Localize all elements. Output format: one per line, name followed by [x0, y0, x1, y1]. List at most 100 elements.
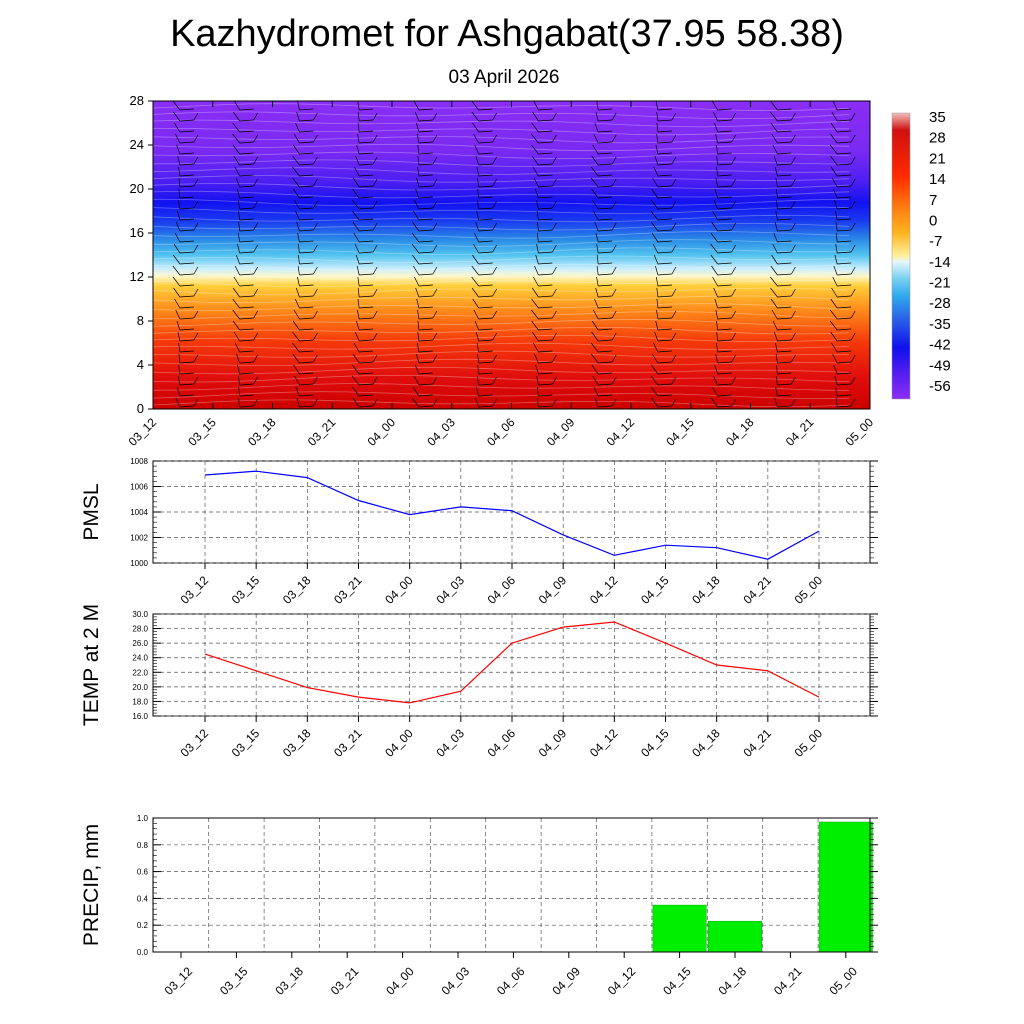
colorbar-label: 7: [929, 192, 937, 209]
profile-xtick-label: 04_06: [484, 415, 518, 449]
temp-xtick-label: 04_00: [382, 726, 416, 760]
colorbar-label: -35: [929, 316, 951, 333]
temperature-profile-panel: 0 4 8 12 16 20 24 28 03_12 03_15 03_18 03_21 04_00 0…: [126, 93, 877, 449]
colorbar-label: 35: [929, 109, 946, 126]
profile-xtick-label: 03_21: [305, 415, 339, 449]
profile-ytick-label: 24: [130, 137, 144, 152]
temp-xtick-label: 03_21: [331, 726, 365, 760]
colorbar-label: -14: [929, 254, 951, 271]
pmsl-xtick-label: 03_15: [229, 573, 263, 607]
precip-ytick-label: 0.6: [137, 868, 149, 877]
pmsl-xtick-label: 04_06: [485, 573, 519, 607]
profile-ytick-label: 12: [130, 269, 144, 284]
profile-xtick-label: 04_03: [424, 415, 458, 449]
temp-ytick-label: 24.0: [132, 654, 148, 663]
precip-bar: [818, 821, 873, 953]
temp-ytick-label: 28.0: [132, 625, 148, 634]
colorbar-label: 14: [929, 171, 946, 188]
temp-xtick-label: 04_09: [536, 726, 570, 760]
profile-contour-lines: [153, 103, 850, 408]
temp-xtick-label: 05_00: [792, 726, 826, 760]
pmsl-xtick-label: 03_18: [280, 573, 314, 607]
colorbar-label: 28: [929, 130, 946, 147]
precip-bar: [708, 920, 762, 953]
colorbar-scale: [891, 112, 911, 400]
precip-ytick-label: 1.0: [137, 814, 149, 823]
profile-xtick-label: 03_15: [185, 415, 219, 449]
precip-panel: 0.0 0.2 0.4 0.6 0.8 1.0 03_12 03_15 03_18 03_21 04…: [80, 814, 878, 998]
pmsl-series-line: [204, 470, 820, 560]
profile-xtick-label: 04_12: [604, 415, 638, 449]
precip-xtick-label: 03_21: [328, 964, 362, 998]
colorbar-label: 21: [929, 150, 946, 167]
profile-ytick-label: 28: [130, 93, 144, 108]
temp-xtick-label: 04_03: [433, 726, 467, 760]
temp-xtick-label: 04_12: [587, 726, 621, 760]
colorbar-label: 0: [929, 212, 937, 229]
temp-xtick-label: 03_12: [178, 726, 212, 760]
temp-xtick-label: 04_15: [638, 726, 672, 760]
colorbar-label: -28: [929, 295, 951, 312]
colorbar-label: -49: [929, 357, 951, 374]
profile-xtick-label: 04_00: [365, 415, 399, 449]
temp-xtick-label: 03_15: [229, 726, 263, 760]
pmsl-xtick-label: 03_21: [331, 573, 365, 607]
temp-ytick-label: 26.0: [132, 639, 148, 648]
temp-ylabel: TEMP at 2 M: [80, 604, 103, 726]
profile-xtick-label: 05_00: [843, 415, 877, 449]
colorbar-label: -56: [929, 378, 951, 395]
pmsl-xtick-label: 04_09: [536, 573, 570, 607]
profile-xtick-label: 03_12: [126, 415, 160, 449]
pmsl-xtick-label: 04_18: [689, 573, 723, 607]
precip-ytick-label: 0.2: [137, 921, 149, 930]
precip-xtick-label: 04_06: [494, 964, 528, 998]
pmsl-xtick-label: 03_12: [178, 573, 212, 607]
precip-bar: [652, 904, 707, 953]
precip-ytick-label: 0.4: [137, 894, 149, 903]
temp-ytick-label: 22.0: [132, 668, 148, 677]
pmsl-xtick-label: 04_03: [433, 573, 467, 607]
colorbar-label: -7: [929, 233, 942, 250]
temp-xtick-label: 04_21: [740, 726, 774, 760]
profile-ytick-label: 20: [130, 181, 144, 196]
wind-barbs: [172, 101, 856, 408]
precip-xtick-label: 03_18: [272, 964, 306, 998]
temp-ytick-label: 20.0: [132, 683, 148, 692]
pmsl-ytick-label: 1002: [130, 534, 148, 543]
pmsl-ytick-label: 1006: [130, 483, 148, 492]
pmsl-xtick-label: 04_15: [638, 573, 672, 607]
precip-frame: [152, 817, 871, 953]
temp-ytick-label: 18.0: [132, 697, 148, 706]
precip-xtick-label: 04_00: [383, 964, 417, 998]
profile-xtick-label: 04_18: [723, 415, 757, 449]
precip-xtick-label: 04_15: [660, 964, 694, 998]
pmsl-xtick-label: 05_00: [792, 573, 826, 607]
temp-xtick-label: 04_18: [689, 726, 723, 760]
profile-ytick-label: 4: [137, 357, 144, 372]
temp-ytick-label: 30.0: [132, 610, 148, 619]
temp-xtick-label: 04_06: [485, 726, 519, 760]
precip-xtick-label: 03_15: [217, 964, 251, 998]
profile-ytick-label: 8: [137, 313, 144, 328]
colorbar: 35 28 21 14 7 0 -7 -14 -21 -28 -35 -42 -49 -56: [891, 109, 951, 400]
precip-xtick-label: 05_00: [826, 964, 860, 998]
temp-ytick-label: 16.0: [132, 712, 148, 721]
temp-frame: [152, 613, 871, 717]
profile-xtick-label: 04_15: [663, 415, 697, 449]
precip-xtick-label: 04_21: [771, 964, 805, 998]
precip-ylabel: PRECIP, mm: [80, 824, 103, 946]
pmsl-xtick-label: 04_00: [382, 573, 416, 607]
profile-xtick-label: 04_21: [783, 415, 817, 449]
pmsl-panel: 03_12 03_15 03_18 03_21 04_00 04_03 04_06 04_09…: [80, 457, 878, 607]
figure-title: Kazhydromet for Ashgabat(37.95 58.38): [170, 13, 844, 55]
pmsl-ytick-label: 1000: [130, 559, 148, 568]
profile-ytick-label: 0: [137, 401, 144, 416]
pmsl-xtick-label: 04_21: [740, 573, 774, 607]
precip-ytick-label: 0.0: [137, 948, 149, 957]
profile-field: [153, 101, 870, 409]
temp-panel: 03_12 03_15 03_18 03_21 04_00 04_03 04_06 04_09…: [80, 604, 878, 760]
colorbar-label: -21: [929, 275, 951, 292]
profile-ytick-label: 16: [130, 225, 144, 240]
pmsl-ytick-label: 1008: [130, 457, 148, 466]
